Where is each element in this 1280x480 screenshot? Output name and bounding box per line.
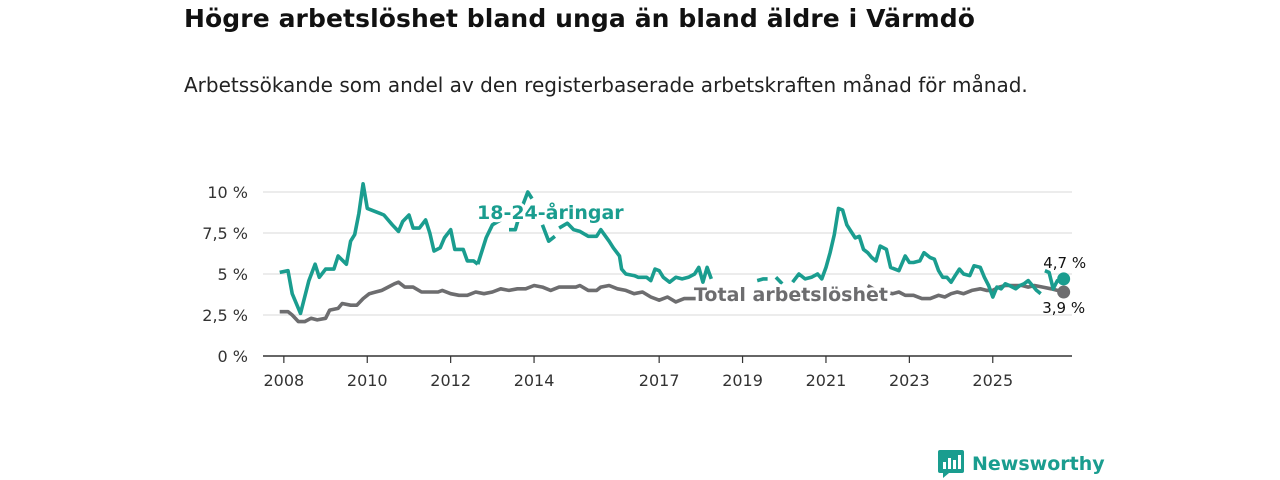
series-line-youth	[774, 276, 784, 286]
x-tick-label: 2014	[514, 371, 555, 390]
x-tick-label: 2019	[722, 371, 763, 390]
series-line-youth	[476, 218, 502, 265]
y-tick-label: 5 %	[218, 265, 248, 284]
y-tick-label: 7,5 %	[202, 224, 248, 243]
series-line-youth	[279, 182, 479, 316]
chart-title: Högre arbetslöshet bland unga än bland ä…	[184, 4, 975, 33]
x-tick-label: 2017	[639, 371, 680, 390]
series-line-youth	[558, 221, 713, 284]
end-label-total: 3,9 %	[1042, 299, 1085, 317]
end-point-youth	[1057, 272, 1071, 286]
y-tick-label: 10 %	[207, 183, 248, 202]
series-line-youth	[756, 277, 768, 283]
series-label-total-halo: Total arbetslöshet	[694, 284, 888, 306]
series-label-youth-halo: 18-24-åringar	[477, 200, 624, 224]
series-label-youth: 18-24-åringar	[477, 200, 624, 224]
y-tick-label: 0 %	[218, 347, 248, 366]
series-line-total	[279, 280, 719, 324]
series-line-youth	[509, 190, 534, 232]
brand-name: Newsworthy	[972, 453, 1105, 475]
series-line-youth	[540, 224, 557, 243]
newsworthy-logo: Newsworthy	[937, 449, 1105, 479]
y-tick-label: 2,5 %	[202, 306, 248, 325]
newsworthy-logo-icon	[938, 450, 964, 478]
series-label-total: Total arbetslöshet	[694, 284, 888, 306]
x-tick-label: 2010	[347, 371, 388, 390]
series-line-youth	[791, 206, 1042, 299]
x-tick-label: 2021	[806, 371, 847, 390]
x-tick-label: 2008	[263, 371, 304, 390]
x-tick-label: 2012	[430, 371, 471, 390]
x-tick-label: 2025	[972, 371, 1013, 390]
end-point-total	[1057, 285, 1071, 299]
end-label-youth: 4,7 %	[1043, 254, 1086, 272]
chart-subtitle: Arbetssökande som andel av den registerb…	[184, 73, 1028, 97]
x-tick-label: 2023	[889, 371, 930, 390]
